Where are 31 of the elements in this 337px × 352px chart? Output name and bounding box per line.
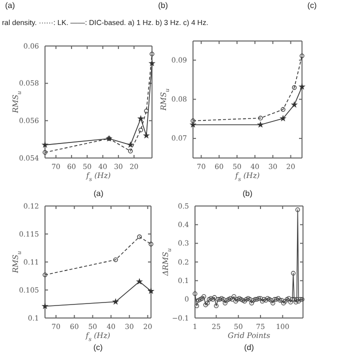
point <box>149 60 155 66</box>
point <box>300 54 304 58</box>
point <box>299 84 305 90</box>
point <box>148 288 154 294</box>
point <box>128 148 133 154</box>
point <box>144 132 150 138</box>
point <box>138 128 144 132</box>
text: (a) <box>94 189 104 198</box>
point <box>150 52 154 56</box>
point <box>280 107 286 112</box>
text: (c) <box>307 1 317 10</box>
point <box>292 85 297 90</box>
text: (b) <box>158 1 168 10</box>
point <box>42 142 48 148</box>
point <box>258 116 263 120</box>
text: (b) <box>242 189 253 198</box>
point <box>136 278 142 284</box>
point <box>190 118 196 124</box>
point <box>42 150 48 155</box>
point <box>148 242 154 246</box>
point <box>42 303 48 309</box>
point <box>113 257 118 262</box>
text: (c) <box>93 343 103 352</box>
point <box>137 234 142 240</box>
text: (a) <box>5 1 16 10</box>
point <box>42 272 48 278</box>
point <box>144 108 149 114</box>
point <box>258 122 264 128</box>
text: (d) <box>244 343 254 352</box>
point <box>190 122 196 128</box>
point <box>112 298 118 304</box>
